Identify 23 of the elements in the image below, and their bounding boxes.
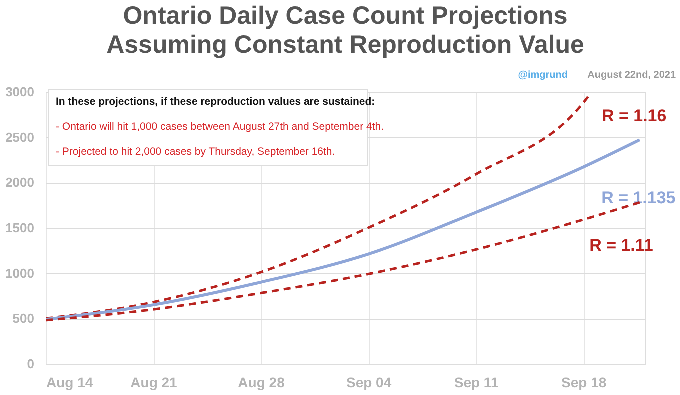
y-tick-label: 1000 — [6, 266, 34, 281]
x-tick-label: Aug 28 — [238, 374, 286, 390]
y-tick-label: 2500 — [6, 130, 34, 145]
text: @imgrund — [518, 70, 568, 81]
y-tick-label: 2000 — [6, 175, 34, 190]
series-label: R = 1.16 — [602, 106, 667, 126]
y-tick-label: 1500 — [6, 220, 34, 236]
x-tick-label: Aug 14 — [46, 374, 94, 390]
x-tick-label: Sep 04 — [346, 374, 392, 390]
x-tick-label: Aug 21 — [130, 374, 178, 390]
text: August 22nd, 2021 — [588, 70, 676, 81]
y-tick-label: 3000 — [6, 84, 34, 100]
text: Ontario Daily Case Count Projections — [123, 2, 568, 30]
x-tick-label: Sep 18 — [561, 374, 607, 390]
annotation: - Projected to hit 2,000 cases by Thursday, September 16th. — [56, 146, 336, 158]
y-tick-label: 0 — [27, 356, 34, 372]
series-label: R = 1.135 — [602, 188, 676, 208]
annotation: In these projections, if these reproduction values are sustained: — [56, 96, 376, 108]
series-label: R = 1.11 — [590, 236, 654, 255]
x-tick-label: Sep 11 — [454, 374, 499, 390]
y-tick-label: 500 — [12, 311, 34, 326]
annotation: - Ontario will hit 1,000 cases between August 27th and September 4th. — [56, 121, 384, 133]
text: Assuming Constant Reproduction Value — [106, 31, 584, 59]
